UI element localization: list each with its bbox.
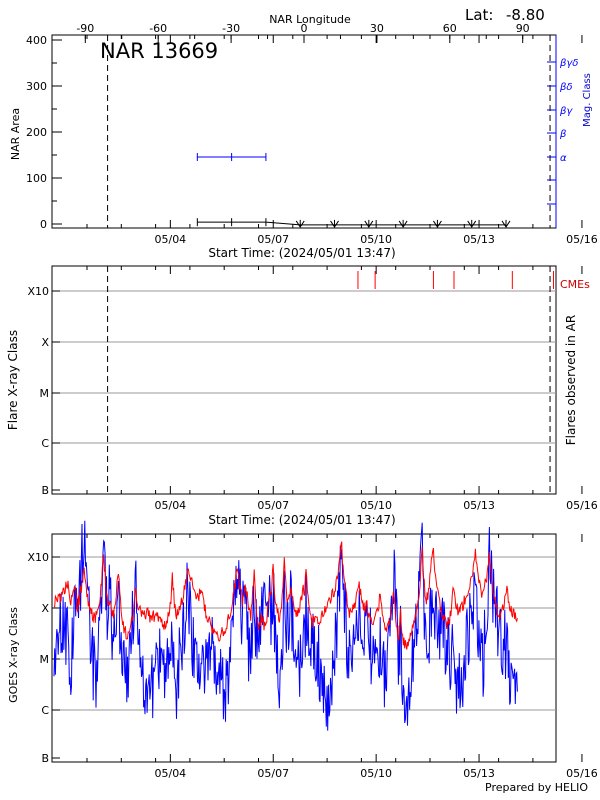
p1-mag-label: α [560,153,567,164]
area-point-missing [501,219,511,228]
p2-xtick-label: 05/16 [566,499,598,512]
lat-value: -8.80 [506,6,545,24]
p2-xtick-label: 05/04 [154,499,186,512]
area-point-missing [467,219,477,228]
p2-ytick-label: B [41,484,49,497]
p3-ytick-label: M [40,653,50,666]
p2-xtick-label: 05/07 [257,499,289,512]
goes-short-series [53,520,518,731]
p3-xtick-label: 05/16 [566,767,598,780]
goes-xray-panel: 05/04 05/07 05/10 05/13 05/16 B C M X X10 [27,520,598,780]
p2-xtick-label: 05/10 [360,499,392,512]
flare-axis-label: Flare X-ray Class [6,330,20,430]
p1-lon-label: -60 [149,22,167,35]
p2-ytick-label: X [41,336,49,349]
footer-credit: Prepared by HELIO [485,781,588,794]
lat-label: Lat: [465,6,493,24]
p1-lon-label: 90 [516,22,530,35]
flares-observed-label: Flares observed in AR [564,315,578,445]
start-time-label-2: Start Time: (2024/05/01 13:47) [208,513,395,527]
start-time-label-1: Start Time: (2024/05/01 13:47) [208,246,395,260]
p1-frame [51,34,557,229]
p1-ytick-label: 200 [26,126,47,139]
area-axis-label: NAR Area [9,108,22,160]
p3-xtick-label: 05/07 [257,767,289,780]
region-title: NAR 13669 [100,39,218,63]
p3-xtick-label: 05/13 [463,767,495,780]
p3-frame [51,533,557,763]
area-point-missing [433,219,442,228]
p1-lon-label: -90 [76,22,94,35]
p3-ytick-label: C [41,704,49,717]
area-point-missing [330,219,339,228]
p1-xtick-label: 05/04 [154,233,186,246]
p1-ytick-label: 100 [26,172,47,185]
p3-xtick-label: 05/04 [154,767,186,780]
p1-mag-label: βγ [559,106,573,117]
p1-lon-label: -30 [222,22,240,35]
mag-class-axis-label: Mag. Class [582,73,593,127]
area-series-line [197,221,507,226]
p1-ytick-label: 400 [26,34,47,47]
p1-xtick-label: 05/07 [257,233,289,246]
goes-axis-label: GOES X-ray Class [7,607,20,703]
goes-long-series [54,541,518,650]
area-point-missing [398,219,408,228]
p1-xtick-label: 05/13 [463,233,495,246]
p3-ytick-label: X10 [27,551,49,564]
p1-xtick-label: 05/10 [360,233,392,246]
p1-lon-label: 60 [443,22,457,35]
p1-lon-label: 0 [301,22,308,35]
cme-label: CMEs [560,278,590,291]
p3-xtick-label: 05/10 [360,767,392,780]
p3-ytick-label: X [41,602,49,615]
p1-mag-label: β [559,129,567,140]
p1-mag-label: βγδ [559,58,578,69]
p2-ytick-label: M [40,387,50,400]
p1-ytick-label: 0 [40,218,47,231]
area-point-missing [295,219,305,228]
p2-ytick-label: C [41,437,49,450]
p1-xtick-label: 05/16 [566,233,598,246]
p2-ytick-label: X10 [27,285,49,298]
area-point-missing [364,219,374,228]
nar-area-panel: 05/04 05/07 05/10 05/13 05/160100200300400-9… [26,22,598,246]
p2-frame [51,265,557,495]
p1-mag-label: βδ [559,82,573,93]
p3-ytick-label: B [41,752,49,765]
top-axis-label: NAR Longitude [269,13,351,26]
p1-lon-label: 30 [370,22,384,35]
flare-class-panel: 05/04 05/07 05/10 05/13 05/16 B C M X X10 [27,265,598,512]
p2-xtick-label: 05/13 [463,499,495,512]
p1-ytick-label: 300 [26,80,47,93]
